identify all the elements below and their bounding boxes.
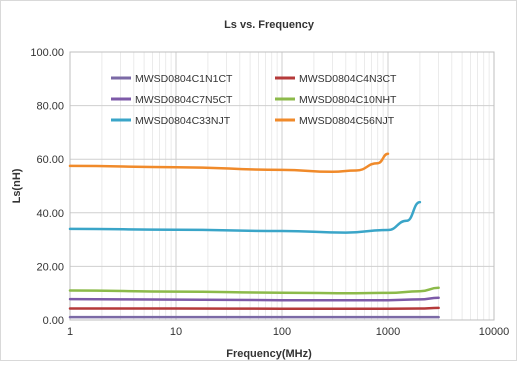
- series-line-mwsd0804c33njt: [68, 200, 422, 234]
- x-tick-label: 10000: [479, 326, 510, 338]
- legend-label: MWSD0804C56NJT: [299, 115, 395, 127]
- x-axis-label: Frequency(MHz): [226, 348, 312, 360]
- x-tick-label: 1000: [376, 326, 400, 338]
- y-tick-label: 60.00: [36, 154, 64, 166]
- y-tick-label: 40.00: [36, 208, 64, 220]
- series-layer: [68, 152, 440, 319]
- y-axis-label: Ls(nH): [11, 168, 23, 203]
- legend-label: MWSD0804C7N5CT: [135, 94, 233, 106]
- x-tick-label: 100: [273, 326, 291, 338]
- grid-layer: [69, 51, 495, 321]
- y-tick-label: 80.00: [36, 101, 64, 113]
- plot-area-border: [69, 51, 495, 321]
- y-tick-label: 100.00: [30, 47, 64, 59]
- series-line-mwsd0804c4n3ct: [68, 306, 440, 310]
- legend: MWSD0804C1N1CT MWSD0804C4N3CT MWSD0804C7N5…: [111, 73, 397, 127]
- legend-label: MWSD0804C4N3CT: [299, 73, 397, 85]
- chart-title: Ls vs. Frequency: [224, 19, 315, 31]
- legend-label: MWSD0804C1N1CT: [135, 73, 233, 85]
- y-tick-label: 20.00: [36, 261, 64, 273]
- x-tick-label: 10: [170, 326, 182, 338]
- series-line-mwsd0804c56njt: [68, 152, 390, 174]
- tick-labels: 1 10 100 1000 10000 0.00 20.00 40.00 60.00 80.00 1…: [30, 47, 509, 338]
- y-tick-label: 0.00: [43, 315, 64, 327]
- legend-label: MWSD0804C33NJT: [135, 115, 231, 127]
- series-line-mwsd0804c10nht: [68, 286, 440, 295]
- x-tick-label: 1: [67, 326, 73, 338]
- series-line-mwsd0804c7n5ct: [68, 296, 440, 302]
- legend-label: MWSD0804C10NHT: [299, 94, 397, 106]
